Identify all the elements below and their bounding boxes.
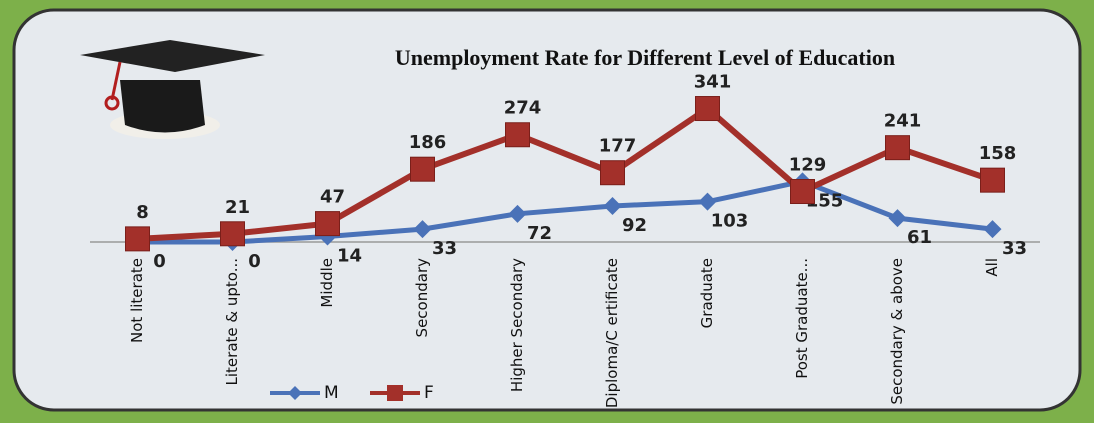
data-label: 155 [806,190,844,211]
series-line [137,104,994,242]
marker [983,220,1002,239]
data-label: 92 [622,215,647,236]
marker [505,122,530,148]
x-tick-label: Secondary & above [888,258,906,405]
legend-label: M [324,383,339,403]
marker [508,204,527,223]
data-label: 129 [789,155,827,176]
marker [603,196,622,215]
x-tick-label: Diploma/C ertificate [603,258,621,408]
marker [315,211,340,237]
marker [698,192,717,211]
data-label: 0 [248,251,261,272]
data-label: 33 [1002,238,1027,259]
legend-marker [387,385,403,401]
data-label: 21 [225,197,250,218]
data-label: 0 [153,251,166,272]
data-label: 274 [504,98,542,119]
marker [980,167,1005,193]
chart-title: Unemployment Rate for Different Level of… [395,45,895,70]
x-tick-label: Middle [318,258,336,308]
data-label: 33 [432,238,457,259]
data-label: 177 [599,136,637,157]
data-label: 47 [320,187,345,208]
legend-label: F [424,383,434,403]
legend-marker [288,386,302,400]
marker [790,179,815,205]
x-tick-label: All [983,258,1001,277]
data-label: 14 [337,246,362,267]
marker [220,221,245,247]
marker [125,226,150,252]
data-label: 241 [884,111,922,132]
data-label: 8 [136,202,149,223]
x-tick-label: Graduate [698,258,716,328]
marker [600,160,625,186]
cap-icon [80,40,265,139]
series-line [137,178,993,245]
x-tick-label: Literate & upto... [223,258,241,385]
x-tick-label: Higher Secondary [508,258,526,392]
data-label: 186 [409,132,447,153]
x-tick-label: Not literate [128,258,146,343]
marker [410,156,435,182]
data-label: 341 [694,72,732,93]
marker [888,209,907,228]
x-tick-label: Post Graduate... [793,258,811,379]
data-label: 103 [711,211,749,232]
marker [695,96,720,122]
marker [885,135,910,161]
data-label: 158 [979,143,1017,164]
data-label: 61 [907,227,932,248]
marker [413,220,432,239]
x-tick-label: Secondary [413,258,431,338]
data-label: 72 [527,223,552,244]
